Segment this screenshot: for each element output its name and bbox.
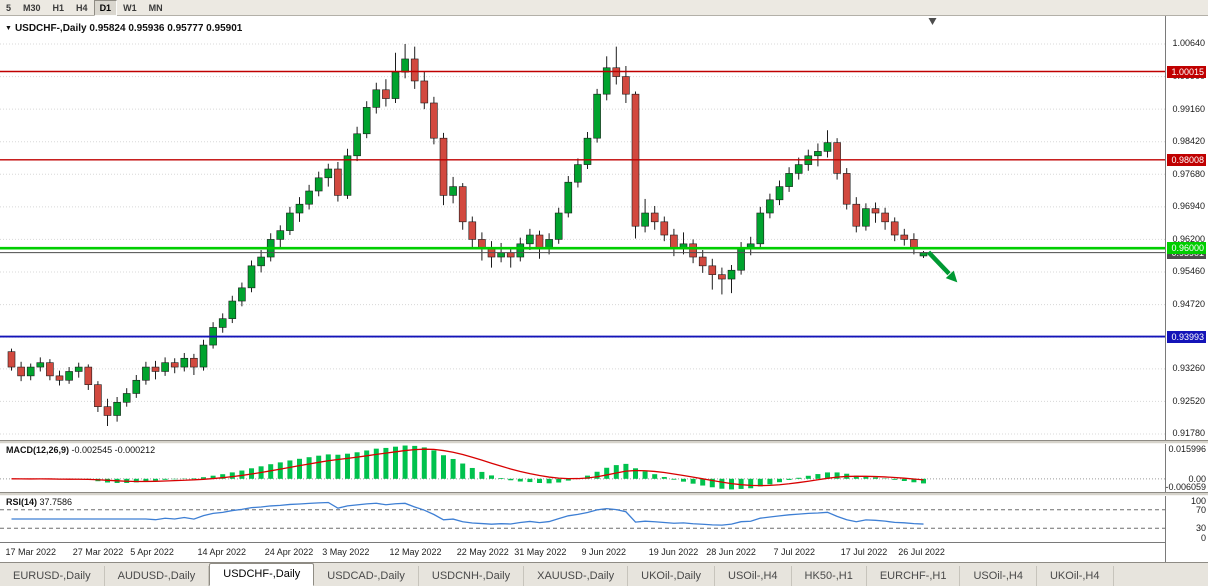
- tab-eurusd-daily[interactable]: EURUSD-,Daily: [0, 566, 105, 586]
- rsi-canvas[interactable]: [0, 496, 1165, 542]
- price-chart[interactable]: [0, 16, 1165, 440]
- timeframe-button-h1[interactable]: H1: [52, 2, 65, 13]
- panel-splitter-macd[interactable]: [0, 440, 1208, 444]
- date-label: 24 Apr 2022: [264, 547, 314, 557]
- tab-hk50-h1[interactable]: HK50-,H1: [792, 566, 867, 586]
- rsi-line: [11, 501, 924, 526]
- timeframe-button-mn[interactable]: MN: [148, 2, 163, 13]
- price-chart-canvas[interactable]: [0, 16, 1165, 440]
- date-label: 17 Jul 2022: [840, 547, 888, 557]
- rsi-tick-label: 30: [1195, 523, 1206, 534]
- date-label: 28 Jun 2022: [706, 547, 756, 557]
- timeframe-button-m30[interactable]: M30: [23, 2, 41, 13]
- date-label: 14 Apr 2022: [197, 547, 247, 557]
- rsi-panel[interactable]: [0, 496, 1165, 542]
- timeframe-button-5[interactable]: 5: [6, 2, 12, 13]
- price-line-label: 0.96000: [1167, 242, 1206, 255]
- price-line-label: 0.98008: [1167, 153, 1206, 166]
- chart-menu-icon[interactable]: ▼: [5, 25, 12, 32]
- date-label: 12 May 2022: [389, 547, 442, 557]
- macd-tick-label: 0.015996: [1168, 444, 1206, 454]
- symbol-tabbar: EURUSD-,Daily AUDUSD-,Daily USDCHF-,Daily U…: [0, 562, 1208, 586]
- horizontal-lines[interactable]: [0, 70, 1165, 338]
- date-label: 9 Jun 2022: [581, 547, 627, 557]
- price-tick-label: 0.94720: [1172, 299, 1205, 310]
- chart-shift-marker-icon: [928, 18, 937, 25]
- date-label: 7 Jul 2022: [773, 547, 816, 557]
- tab-usdcad-daily[interactable]: USDCAD-,Daily: [314, 566, 419, 586]
- chart-symbol-label: USDCHF-,Daily: [14, 23, 87, 34]
- macd-name: MACD(12,26,9): [6, 445, 70, 455]
- macd-label: MACD(12,26,9) -0.002545 -0.000212: [6, 445, 155, 455]
- price-tick-label: 0.98420: [1172, 136, 1205, 147]
- price-tick-label: 0.96200: [1172, 233, 1205, 244]
- bearish-arrow-annotation[interactable]: [926, 250, 958, 283]
- price-tick-label: 0.93260: [1172, 363, 1205, 374]
- macd-tick-label: 0.00: [1188, 473, 1206, 484]
- price-tick-label: 0.96940: [1172, 201, 1205, 212]
- price-line-label: 1.00015: [1167, 65, 1206, 78]
- chart-title: ▼ USDCHF-,Daily 0.95824 0.95936 0.95777 0…: [5, 23, 242, 34]
- price-tick-label: 0.95460: [1172, 266, 1205, 277]
- price-line-label: 0.93993: [1167, 330, 1206, 343]
- timeframe-button-d1[interactable]: D1: [93, 0, 118, 16]
- price-tick-label: 0.97680: [1172, 168, 1205, 179]
- macd-canvas[interactable]: [0, 444, 1165, 492]
- price-tick-label: 1.00640: [1172, 38, 1205, 49]
- date-label: 17 Mar 2022: [5, 547, 57, 557]
- tab-audusd-daily[interactable]: AUDUSD-,Daily: [105, 566, 210, 586]
- macd-values: -0.002545 -0.000212: [71, 445, 156, 455]
- tab-usdcnh-daily[interactable]: USDCNH-,Daily: [419, 566, 525, 586]
- macd-panel[interactable]: [0, 444, 1165, 492]
- rsi-name: RSI(14): [6, 497, 38, 507]
- panel-splitter-rsi[interactable]: [0, 492, 1208, 496]
- price-gridlines: [0, 43, 1165, 435]
- price-tick-label: 0.91780: [1172, 428, 1205, 439]
- rsi-label: RSI(14) 37.7586: [6, 497, 72, 507]
- price-tick-label: 0.99160: [1172, 103, 1205, 114]
- date-label: 3 May 2022: [322, 547, 370, 557]
- timeframe-button-w1[interactable]: W1: [123, 2, 137, 13]
- rsi-tick-label: 100: [1190, 496, 1206, 506]
- time-axis[interactable]: 17 Mar 2022 27 Mar 2022 5 Apr 2022 14 Apr 2…: [0, 542, 1165, 562]
- macd-histogram: [18, 445, 926, 490]
- candles: [7, 43, 928, 427]
- tab-ukoil-h4[interactable]: UKOil-,H4: [1037, 566, 1114, 586]
- price-axis[interactable]: 0.015996 0.00 -0.006059 100 70 30 0 1.00640 0.…: [1165, 16, 1208, 562]
- timeframe-toolbar: 5 M30 H1 H4 D1 W1 MN: [0, 0, 1208, 16]
- rsi-tick-label: 70: [1195, 504, 1206, 515]
- macd-tick-label: -0.006059: [1165, 482, 1206, 492]
- date-label: 22 May 2022: [456, 547, 509, 557]
- price-tick-label: 0.92520: [1172, 395, 1205, 406]
- date-label: 27 Mar 2022: [72, 547, 124, 557]
- timeframe-button-h4[interactable]: H4: [76, 2, 88, 13]
- tab-usoil-h4[interactable]: USOil-,H4: [960, 566, 1037, 586]
- chart-ohlc-values: 0.95824 0.95936 0.95777 0.95901: [89, 23, 243, 34]
- date-label: 5 Apr 2022: [130, 547, 174, 557]
- rsi-tick-label: 0: [1200, 533, 1206, 543]
- rsi-value: 37.7586: [39, 497, 73, 507]
- rsi-axis: 100 70 30 0: [1166, 496, 1208, 543]
- tab-usdchf-daily[interactable]: USDCHF-,Daily: [209, 563, 315, 586]
- tab-ukoil-daily[interactable]: UKOil-,Daily: [628, 566, 716, 586]
- date-label: 19 Jun 2022: [648, 547, 699, 557]
- macd-axis: 0.015996 0.00 -0.006059: [1165, 444, 1208, 492]
- date-label: 26 Jul 2022: [898, 547, 945, 557]
- macd-signal-line: [11, 448, 924, 487]
- tab-usoil-h4[interactable]: USOil-,H4: [715, 566, 792, 586]
- date-label: 31 May 2022: [514, 547, 567, 557]
- tab-eurchf-h1[interactable]: EURCHF-,H1: [867, 566, 961, 586]
- tab-xauusd-daily[interactable]: XAUUSD-,Daily: [524, 566, 629, 586]
